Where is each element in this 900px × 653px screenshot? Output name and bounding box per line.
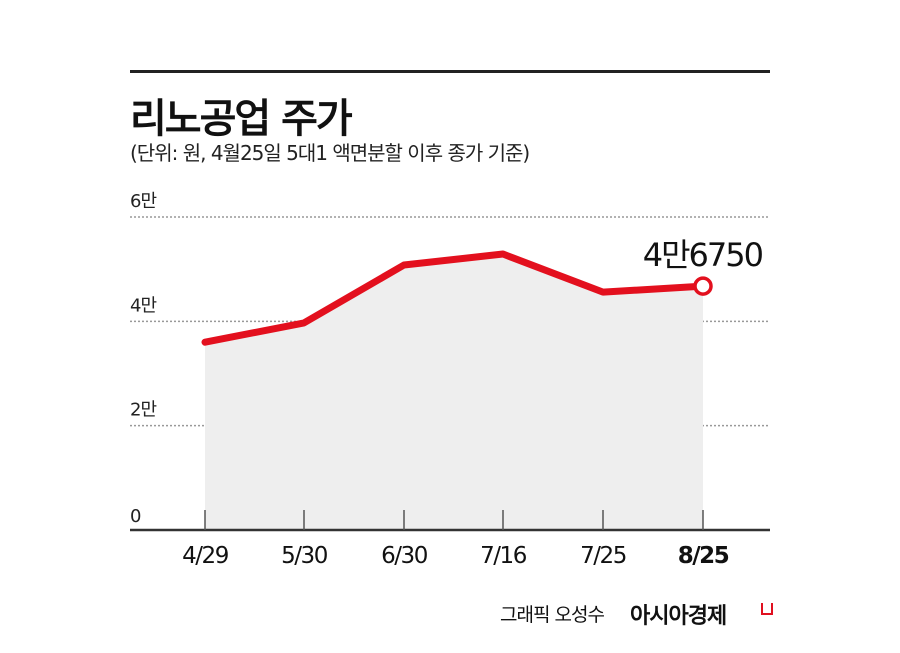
y-tick-label: 0 <box>130 506 141 527</box>
x-tick-label: 5/30 <box>281 543 328 569</box>
x-tick-label: 7/16 <box>480 543 527 569</box>
chart-subtitle: (단위: 원, 4월25일 5대1 액면분할 이후 종가 기준) <box>130 141 530 165</box>
x-tick-label: 4/29 <box>182 543 229 569</box>
graphic-credit: 그래픽 오성수 <box>500 604 605 626</box>
y-tick-label: 2만 <box>130 400 156 421</box>
area-fill <box>205 254 703 530</box>
chart-title: 리노공업 주가 <box>130 96 353 142</box>
last-point-marker <box>693 276 713 296</box>
x-tick-label: 6/30 <box>381 543 428 569</box>
brand-logo: 아시아경제 <box>630 604 727 629</box>
x-axis-ticks: 4/29 5/30 6/30 7/16 7/25 8/25 <box>182 510 730 569</box>
x-tick-label: 7/25 <box>580 543 626 569</box>
last-value-label: 4만6750 <box>643 236 763 274</box>
x-tick-label: 8/25 <box>678 543 729 569</box>
brand-mark-icon <box>761 603 773 615</box>
y-tick-label: 4만 <box>130 295 156 316</box>
price-line <box>201 250 707 346</box>
y-tick-label: 6만 <box>130 191 156 212</box>
top-rule <box>130 70 770 73</box>
y-axis-labels: 0 2만 4만 6만 <box>130 191 157 527</box>
